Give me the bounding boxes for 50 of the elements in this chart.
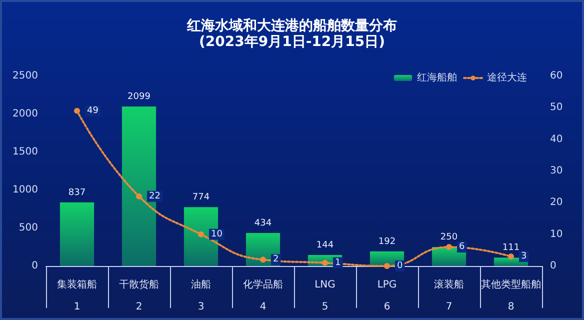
data-label: 6 — [459, 242, 465, 252]
legend-label: 红海船舶 — [417, 72, 457, 84]
y-tick-label: 1000 — [12, 184, 38, 196]
point — [322, 260, 328, 266]
y2-tick-label: 10 — [550, 228, 563, 240]
x-tick-label: 集装箱船 1 — [57, 278, 97, 312]
data-label: 144 — [316, 240, 334, 251]
data-label: 1 — [335, 258, 341, 268]
bar — [60, 202, 94, 266]
y2-tick-label: 0 — [550, 260, 556, 272]
data-label: 774 — [192, 192, 210, 203]
point — [74, 108, 80, 114]
x-tick-label: 油船 3 — [191, 278, 211, 312]
x-tick-label: 化学品船 4 — [243, 278, 283, 312]
data-label: 837 — [68, 188, 86, 198]
x-tick-label: LNG 5 — [314, 280, 336, 312]
y-tick-label: 2500 — [12, 70, 38, 82]
point — [198, 231, 204, 238]
y-tick-label: 500 — [18, 222, 38, 234]
y-tick-label: 1500 — [12, 146, 38, 158]
data-label: 434 — [254, 218, 272, 229]
data-label: 192 — [378, 236, 396, 247]
y-tick-label: 2000 — [12, 108, 38, 120]
point — [136, 193, 142, 200]
y-tick-label: 0 — [32, 260, 38, 272]
data-label: 3 — [521, 252, 527, 262]
data-label: 10 — [211, 229, 223, 240]
y2-tick-label: 40 — [550, 134, 563, 145]
y2-tick-label: 60 — [550, 70, 563, 82]
data-label: 49 — [87, 106, 99, 116]
y2-tick-label: 20 — [550, 197, 563, 208]
legend-label: 途径大连 — [487, 72, 527, 84]
data-label: 250 — [440, 232, 458, 242]
x-tick-label: 其他类型船舶 8 — [481, 278, 541, 312]
point — [384, 263, 390, 269]
point — [260, 256, 266, 263]
chart-title: 红海水域和大连港的船舶数量分布 — [186, 18, 397, 34]
x-tick-label: 干散货船 2 — [119, 278, 159, 312]
data-label: 2 — [273, 254, 279, 265]
x-tick-label: LPG 6 — [377, 280, 397, 312]
data-label: 0 — [397, 261, 403, 271]
point — [446, 244, 452, 250]
point — [508, 254, 514, 260]
x-tick-label: 滚装船 7 — [434, 278, 464, 312]
data-label: 22 — [149, 191, 160, 202]
y2-tick-label: 50 — [550, 102, 563, 114]
y2-tick-label: 30 — [550, 166, 563, 176]
data-label: 111 — [502, 243, 520, 254]
chart-subtitle: (2023年9月1日-12月15日) — [198, 34, 386, 50]
data-label: 2099 — [128, 92, 151, 102]
